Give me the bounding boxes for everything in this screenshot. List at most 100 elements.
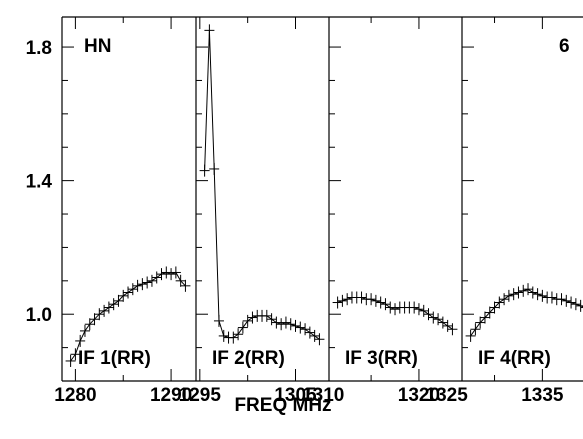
data-point: [332, 296, 343, 309]
panel-label: IF 3(RR): [345, 348, 418, 369]
x-tick-label: 1310: [302, 385, 344, 406]
data-point: [180, 279, 191, 292]
data-point: [409, 301, 420, 314]
data-point: [65, 354, 76, 367]
data-point: [356, 291, 367, 304]
data-point: [503, 289, 514, 302]
data-point: [108, 298, 119, 311]
data-point: [499, 293, 510, 306]
data-point: [209, 162, 220, 175]
data-point: [561, 294, 572, 307]
data-point: [442, 319, 453, 332]
data-point: [276, 318, 287, 331]
panel-label: IF 2(RR): [212, 348, 285, 369]
data-point: [213, 314, 224, 327]
data-point: [89, 313, 100, 326]
y-tick-label: 1.4: [26, 172, 53, 193]
data-point: [137, 278, 148, 291]
x-tick-label: 1290: [150, 385, 192, 406]
data-point: [127, 283, 138, 296]
data-point: [79, 324, 90, 337]
data-point: [118, 289, 129, 302]
data-point: [385, 301, 396, 314]
data-point: [423, 308, 434, 321]
data-point: [103, 301, 114, 314]
data-point: [489, 301, 500, 314]
y-tick-labels: 1.0 1.4 1.8: [26, 38, 53, 326]
data-point: [537, 289, 548, 302]
panel-4: IF 4(RR): [461, 16, 583, 382]
data-point: [513, 286, 524, 299]
data-point: [337, 294, 348, 307]
data-point: [132, 279, 143, 292]
data-point: [218, 329, 229, 342]
data-point: [433, 313, 444, 326]
data-point: [304, 326, 315, 339]
data-point: [475, 316, 486, 329]
data-point: [84, 318, 95, 331]
x-tick-label: 1280: [54, 385, 96, 406]
data-point: [151, 271, 162, 284]
data-point: [470, 323, 481, 336]
data-point: [413, 303, 424, 316]
data-point: [375, 296, 386, 309]
data-point: [123, 286, 134, 299]
data-point: [156, 268, 167, 281]
data-point: [300, 323, 311, 336]
x-tick-label: 1335: [521, 385, 564, 406]
y-tick-label: 1.0: [26, 305, 52, 326]
data-point: [247, 311, 258, 324]
y-tick-label: 1.8: [26, 38, 52, 59]
data-point: [146, 274, 157, 287]
data-point: [380, 298, 391, 311]
data-point: [518, 284, 529, 297]
data-point: [166, 268, 177, 281]
data-point: [99, 304, 110, 317]
data-point: [261, 309, 272, 322]
x-tick-label: 1305: [274, 385, 317, 406]
data-point: [494, 296, 505, 309]
data-point: [142, 276, 153, 289]
data-point: [418, 304, 429, 317]
data-point: [366, 293, 377, 306]
data-point: [570, 298, 581, 311]
series-line: [204, 30, 320, 340]
data-point: [580, 307, 583, 309]
x-axis-label: FREQ MHz: [234, 395, 331, 416]
data-point: [527, 286, 538, 299]
panel-label: IF 1(RR): [78, 348, 151, 369]
data-point: [390, 303, 401, 316]
data-point: [566, 296, 577, 309]
data-point: [370, 294, 381, 307]
panels: IF 1(RR) IF 2(RR) IF 3(RR) IF 4(RR): [61, 16, 583, 382]
data-point: [70, 348, 81, 361]
data-point: [556, 293, 567, 306]
data-point: [175, 274, 186, 287]
data-point: [237, 321, 248, 334]
x-tick-label: 1295: [179, 385, 222, 406]
data-point: [94, 308, 105, 321]
data-point: [575, 299, 583, 312]
data-point: [170, 266, 181, 279]
x-tick-label: 1325: [426, 385, 469, 406]
data-point: [295, 321, 306, 334]
data-point: [437, 316, 448, 329]
data-point: [508, 288, 519, 301]
data-point: [199, 164, 210, 177]
data-point: [113, 294, 124, 307]
panel-1: IF 1(RR): [61, 16, 196, 382]
data-point: [484, 306, 495, 319]
stokes-label: 6: [559, 36, 570, 57]
panel-2: IF 2(RR): [195, 16, 329, 382]
data-point: [479, 311, 490, 324]
data-point: [290, 319, 301, 332]
data-point: [161, 266, 172, 279]
data-point: [228, 331, 239, 344]
data-point: [447, 323, 458, 336]
data-point: [523, 283, 534, 296]
data-point: [465, 329, 476, 342]
data-point: [233, 328, 244, 341]
data-point: [309, 329, 320, 342]
